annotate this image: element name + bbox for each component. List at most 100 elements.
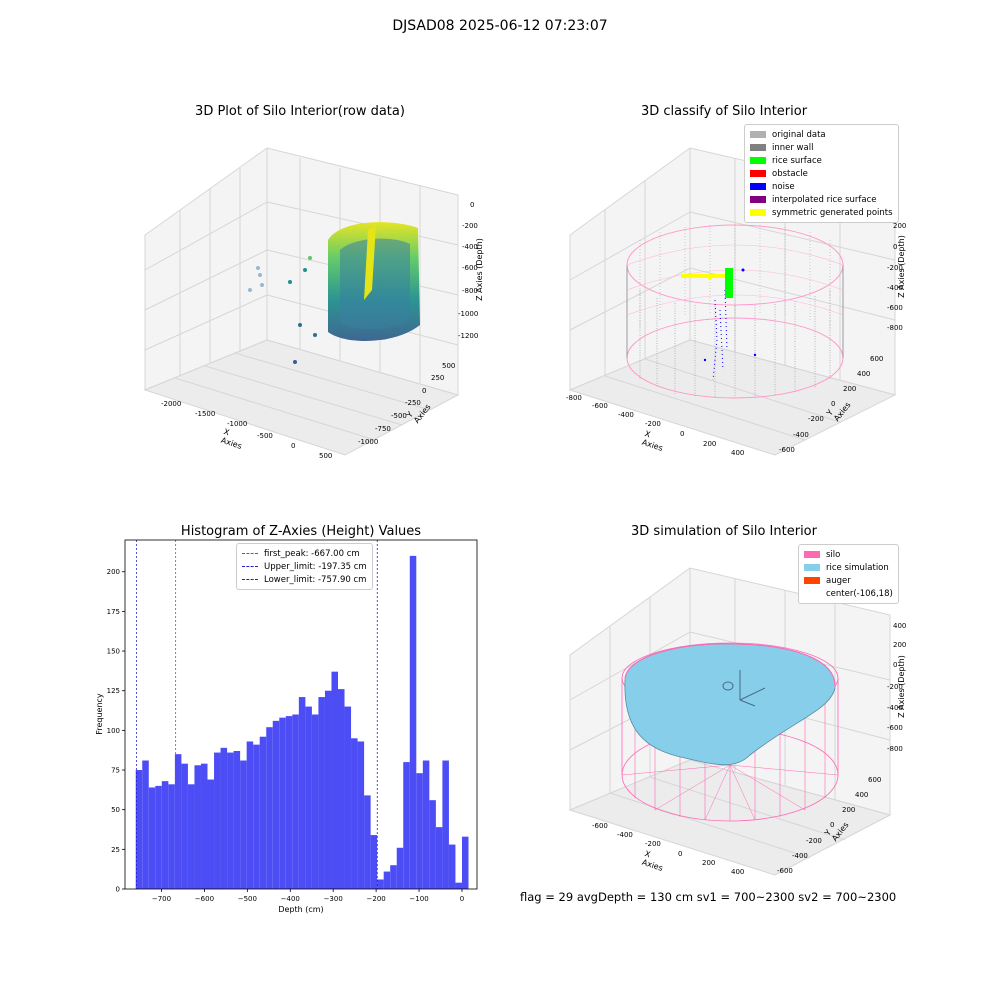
histogram-bar xyxy=(416,773,423,889)
legend-item-rice-surface: rice surface xyxy=(750,154,893,167)
p4-ztick: -800 xyxy=(887,745,903,753)
panel2-legend: original data inner wall rice surface ob… xyxy=(744,124,899,223)
p4-xtick: -600 xyxy=(592,822,608,830)
p4-ytick: 600 xyxy=(868,776,882,784)
legend-item-upper-limit: Upper_limit: -197.35 cm xyxy=(242,560,367,573)
p2-ztick: 0 xyxy=(893,243,898,251)
panel1-title: 3D Plot of Silo Interior(row data) xyxy=(195,104,405,119)
legend-label: original data xyxy=(772,129,826,140)
histogram-bar xyxy=(168,784,175,889)
y-tick-label: 50 xyxy=(111,806,120,814)
panel2-silo-wireframe xyxy=(626,224,844,399)
status-footer: flag = 29 avgDepth = 130 cm sv1 = 700~23… xyxy=(520,890,897,904)
p4-ztick: 400 xyxy=(893,622,907,630)
histogram-bar xyxy=(142,760,149,889)
figure-title: DJSAD08 2025-06-12 07:23:07 xyxy=(392,18,608,34)
histogram-bar xyxy=(240,760,247,889)
histogram-bar xyxy=(344,706,352,889)
histogram-bar xyxy=(148,787,156,889)
histogram-bar xyxy=(383,871,391,889)
legend-swatch xyxy=(750,157,766,164)
legend-swatch xyxy=(750,196,766,203)
histogram-bar xyxy=(233,750,241,889)
histogram-bar xyxy=(422,760,430,889)
histogram-bar xyxy=(279,717,286,889)
legend-item-interpolated-rice-surface: interpolated rice surface xyxy=(750,193,893,206)
p2-xtick: -800 xyxy=(566,394,582,402)
legend-swatch xyxy=(750,209,766,216)
legend-label: rice simulation xyxy=(826,562,889,573)
p2-xtick: -200 xyxy=(645,420,661,428)
p4-ztick: 0 xyxy=(893,661,898,669)
legend-swatch xyxy=(804,551,820,558)
p2-ztick: -600 xyxy=(887,304,903,312)
legend-swatch xyxy=(804,590,820,597)
p2-ytick: -400 xyxy=(793,431,809,439)
p2-ytick: -200 xyxy=(808,415,824,423)
histogram-bar xyxy=(351,738,358,889)
legend-label: first_peak: -667.00 cm xyxy=(264,548,360,559)
histogram-bar xyxy=(272,720,280,889)
histogram-bar xyxy=(377,879,384,889)
p4-xtick: -200 xyxy=(645,840,661,848)
histogram-y-ticks: 0 25 50 75 100 125 150 175 200 xyxy=(107,568,125,894)
legend-swatch xyxy=(750,170,766,177)
p1-xtick: 0 xyxy=(291,442,296,450)
p1-xtick: -2000 xyxy=(161,400,182,408)
p4-ytick: -600 xyxy=(777,867,793,875)
panel4-rice-surface xyxy=(624,643,836,766)
p4-xtick: 0 xyxy=(678,850,683,858)
histogram-bar xyxy=(220,747,228,889)
histogram-bar xyxy=(259,736,267,889)
histogram-xlabel: Depth (cm) xyxy=(278,905,323,914)
p4-ytick: -200 xyxy=(806,837,822,845)
legend-item-silo: silo xyxy=(804,548,893,561)
p1-xtick: -500 xyxy=(257,432,273,440)
histogram-ylabel: Frequency xyxy=(95,693,104,735)
legend-label: inner wall xyxy=(772,142,814,153)
histogram-bar xyxy=(409,555,417,889)
histogram-bar xyxy=(455,882,462,889)
x-tick-label: 0 xyxy=(460,895,464,903)
x-tick-label: −100 xyxy=(409,895,428,903)
histogram-bar xyxy=(194,765,201,889)
histogram-bar xyxy=(298,697,306,889)
p2-ytick: 400 xyxy=(857,370,871,378)
panel4-legend: silo rice simulation auger center(-106,1… xyxy=(798,544,899,604)
histogram-bar xyxy=(174,754,182,889)
histogram-bar xyxy=(200,763,208,889)
legend-line xyxy=(242,553,258,554)
histogram-bar xyxy=(207,779,215,889)
histogram-bar xyxy=(390,865,397,889)
y-tick-label: 200 xyxy=(107,568,120,576)
legend-label: interpolated rice surface xyxy=(772,194,877,205)
histogram-bars xyxy=(135,555,469,889)
p4-ytick: -400 xyxy=(792,852,808,860)
legend-item-noise: noise xyxy=(750,180,893,193)
panel4-3d-plot xyxy=(568,567,892,876)
p1-ytick: -1000 xyxy=(358,438,379,446)
p2-xtick: 400 xyxy=(731,449,745,457)
p4-ytick: 0 xyxy=(830,821,835,829)
histogram-bar xyxy=(435,827,443,889)
panel1-3d-plot xyxy=(143,147,460,456)
legend-label: rice surface xyxy=(772,155,822,166)
y-tick-label: 150 xyxy=(107,648,120,656)
p1-ztick: -600 xyxy=(462,264,478,272)
p2-ztick: -800 xyxy=(887,324,903,332)
histogram-title: Histogram of Z-Axies (Height) Values xyxy=(180,524,422,539)
x-tick-label: −300 xyxy=(324,895,343,903)
legend-item-original-data: original data xyxy=(750,128,893,141)
p4-xtick: 200 xyxy=(702,859,716,867)
histogram-bar xyxy=(338,689,345,889)
histogram-bar xyxy=(318,697,325,889)
histogram-bar xyxy=(324,690,332,889)
y-tick-label: 125 xyxy=(107,687,120,695)
legend-label: center(-106,18) xyxy=(826,588,893,599)
histogram-bar xyxy=(429,800,436,889)
histogram-bar xyxy=(370,835,378,889)
p1-ytick: -500 xyxy=(391,412,407,420)
histogram-bar xyxy=(357,741,365,889)
legend-label: auger xyxy=(826,575,851,586)
histogram-bar xyxy=(155,785,162,889)
